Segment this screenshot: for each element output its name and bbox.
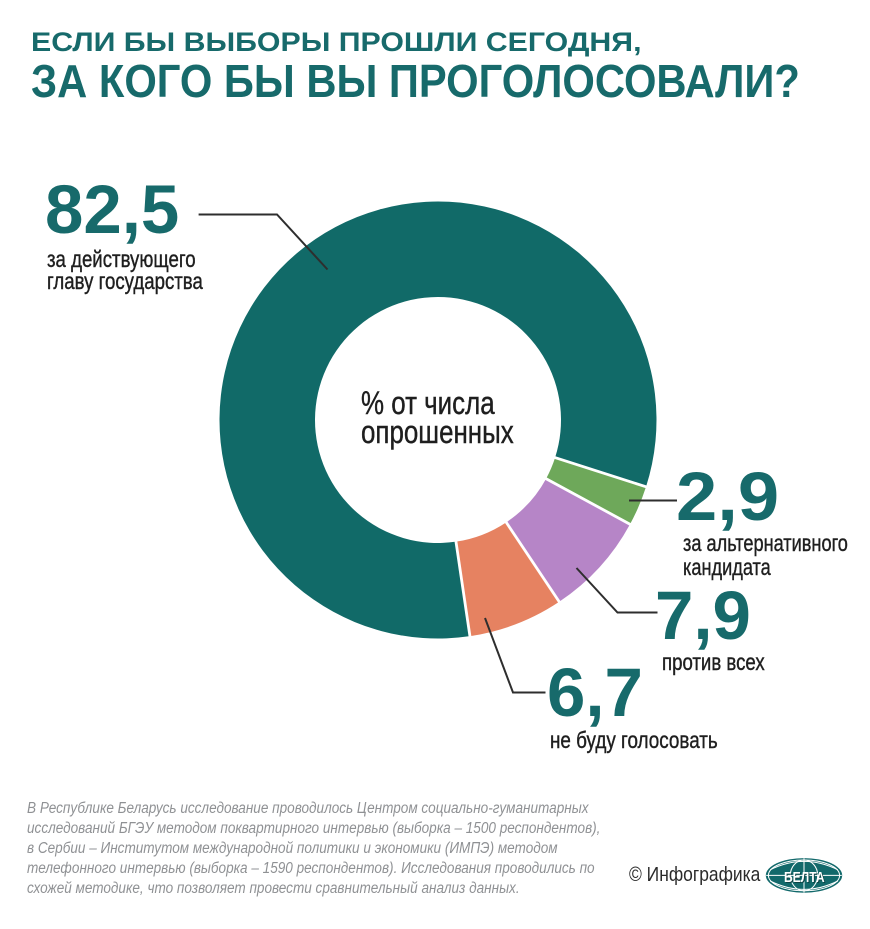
svg-text:БЕЛТА: БЕЛТА: [785, 870, 826, 886]
svg-text:БЕЛТА: БЕЛТА: [784, 869, 825, 885]
